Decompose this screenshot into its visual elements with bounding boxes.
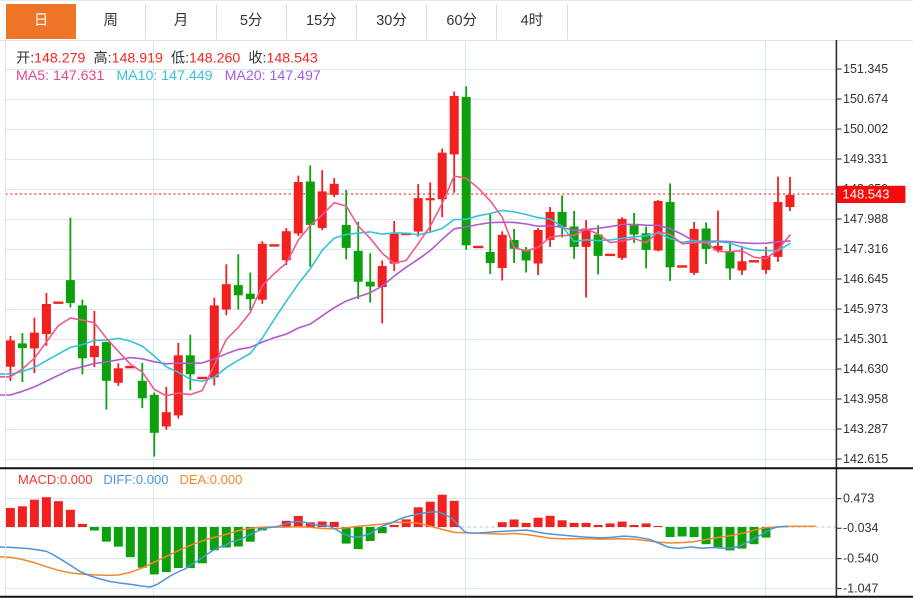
svg-text:150.002: 150.002 [843,122,888,136]
svg-text:-0.540: -0.540 [843,551,878,565]
svg-text:145.973: 145.973 [843,302,888,316]
svg-text:145.301: 145.301 [843,332,888,346]
svg-text:143.958: 143.958 [843,392,888,406]
svg-text:142.615: 142.615 [843,452,888,466]
svg-text:0.473: 0.473 [843,491,874,505]
svg-text:144.630: 144.630 [843,362,888,376]
svg-text:150.674: 150.674 [843,92,888,106]
svg-text:148.543: 148.543 [843,186,890,201]
svg-text:151.345: 151.345 [843,62,888,76]
svg-text:-1.047: -1.047 [843,581,878,595]
svg-text:147.316: 147.316 [843,242,888,256]
svg-text:-0.034: -0.034 [843,521,878,535]
svg-text:143.287: 143.287 [843,422,888,436]
svg-text:146.645: 146.645 [843,272,888,286]
svg-text:149.331: 149.331 [843,152,888,166]
svg-text:147.988: 147.988 [843,212,888,226]
